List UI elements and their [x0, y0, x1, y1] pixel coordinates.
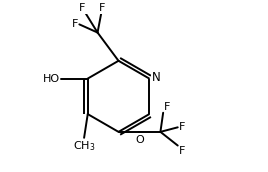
Text: CH$_3$: CH$_3$: [73, 140, 95, 153]
Text: O: O: [135, 135, 144, 145]
Text: F: F: [179, 122, 185, 132]
Text: N: N: [152, 71, 161, 84]
Text: F: F: [99, 3, 105, 13]
Text: F: F: [164, 102, 170, 112]
Text: HO: HO: [43, 74, 60, 84]
Text: F: F: [72, 19, 79, 29]
Text: F: F: [179, 146, 185, 157]
Text: F: F: [79, 3, 85, 13]
